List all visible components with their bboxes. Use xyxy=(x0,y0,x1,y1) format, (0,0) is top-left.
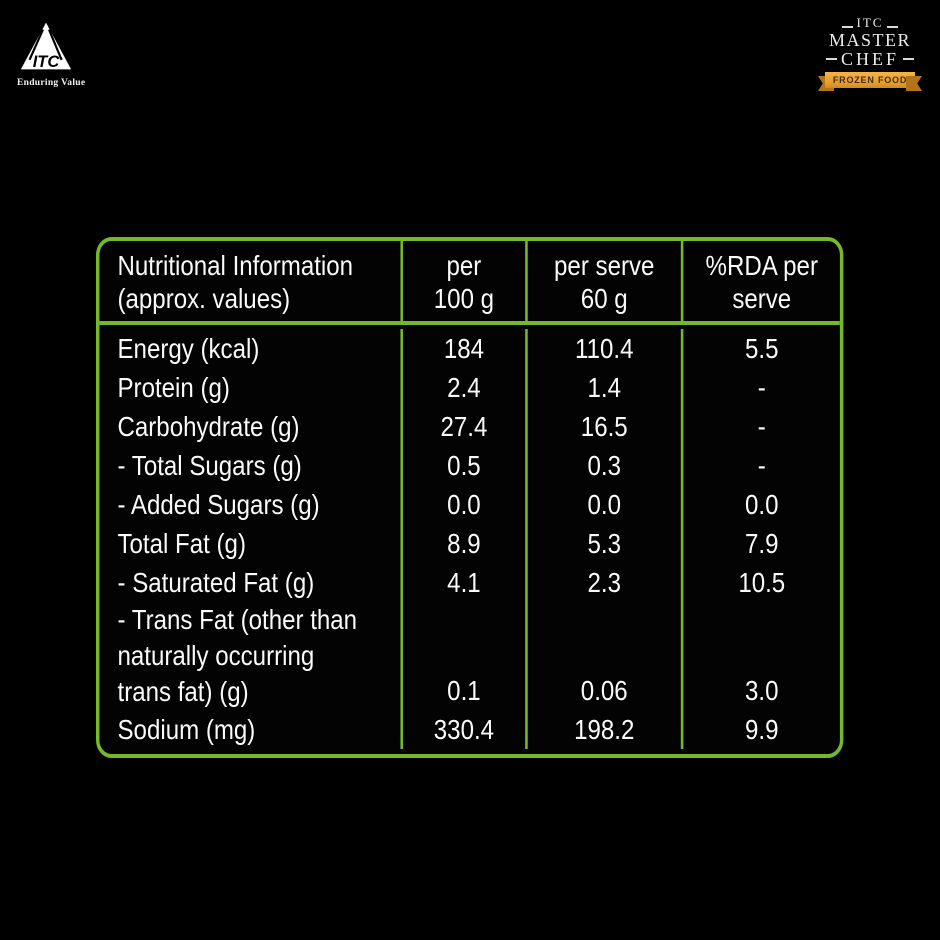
per-100g-value: 8.9 xyxy=(403,524,528,563)
frozen-food-banner: FROZEN FOOD xyxy=(818,72,922,92)
nutrient-label: Carbohydrate (g) xyxy=(99,407,404,446)
nutrient-label: Energy (kcal) xyxy=(99,329,404,368)
table-row: Sodium (mg) 330.4 198.2 9.9 xyxy=(99,710,839,749)
frozen-food-text: FROZEN FOOD xyxy=(825,72,915,88)
table-row: - Added Sugars (g) 0.0 0.0 0.0 xyxy=(99,485,839,524)
per-serve-value: 1.4 xyxy=(527,368,684,407)
rda-per-serve-value: 7.9 xyxy=(745,528,779,559)
table-row: Protein (g) 2.4 1.4 - xyxy=(99,368,839,407)
table-header: Nutritional Information (approx. values)… xyxy=(99,241,840,325)
rda-per-serve-value: - xyxy=(757,411,766,442)
itc-master-chef-logo: ITC MASTER CHEF FROZEN FOOD xyxy=(818,16,922,92)
table-row: - Trans Fat (other than naturally occurri… xyxy=(99,602,839,710)
table-row: Carbohydrate (g) 27.4 16.5 - xyxy=(99,407,839,446)
table-row: Energy (kcal) 184 110.4 5.5 xyxy=(99,329,839,368)
left-rule xyxy=(841,26,853,28)
header-nutrient-column: Nutritional Information (approx. values) xyxy=(99,241,404,321)
left-rule xyxy=(825,58,837,60)
ribbon-tail-right-icon xyxy=(906,76,922,91)
table-row: - Saturated Fat (g) 4.1 2.3 10.5 xyxy=(99,563,839,602)
per-serve-value: 0.0 xyxy=(527,485,684,524)
right-rule xyxy=(887,26,899,28)
nutrient-label: - Total Sugars (g) xyxy=(99,446,404,485)
rda-per-serve-value: 9.9 xyxy=(745,714,779,745)
right-rule xyxy=(903,58,914,60)
nutrient-label: Protein (g) xyxy=(99,368,404,407)
master-chef-chef-line: CHEF xyxy=(818,50,922,68)
nutrient-label: - Added Sugars (g) xyxy=(99,485,404,524)
rda-per-serve-value: 10.5 xyxy=(738,567,786,598)
per-100g-value: 0.0 xyxy=(403,485,528,524)
itc-triangle-icon: ITC xyxy=(20,22,72,71)
per-100g-value: 4.1 xyxy=(403,563,528,602)
per-serve-value: 2.3 xyxy=(527,563,684,602)
per-serve-value: 0.3 xyxy=(527,446,684,485)
per-100g-value: 2.4 xyxy=(403,368,528,407)
per-100g-value: 0.5 xyxy=(403,446,528,485)
per-serve-value: 0.06 xyxy=(527,602,684,710)
itc-logo: ITC Enduring Value xyxy=(17,21,86,88)
rda-per-serve-value: 5.5 xyxy=(745,333,779,364)
table-row: - Total Sugars (g) 0.5 0.3 - xyxy=(99,446,839,485)
svg-text:ITC: ITC xyxy=(33,53,61,71)
nutrition-table: Nutritional Information (approx. values)… xyxy=(96,237,844,758)
nutrient-label: Total Fat (g) xyxy=(99,524,404,563)
rda-per-serve-value: - xyxy=(757,450,766,481)
per-serve-value: 110.4 xyxy=(527,329,684,368)
nutrient-label: - Trans Fat (other than naturally occurri… xyxy=(99,602,404,710)
nutrition-table-body: Energy (kcal) 184 110.4 5.5 Protein (g) 2.4 1.… xyxy=(99,325,839,749)
per-100g-value: 0.1 xyxy=(403,602,528,710)
header-rda-column: %RDA per serve xyxy=(705,250,818,314)
master-chef-itc-text: ITC xyxy=(856,15,884,30)
itc-tagline: Enduring Value xyxy=(17,78,86,88)
master-chef-chef-text: CHEF xyxy=(840,49,899,69)
master-chef-master-text: MASTER xyxy=(828,30,911,50)
per-serve-value: 5.3 xyxy=(527,524,684,563)
master-chef-itc-line: ITC xyxy=(818,16,922,30)
table-row: Total Fat (g) 8.9 5.3 7.9 xyxy=(99,524,839,563)
nutrient-label: Sodium (mg) xyxy=(99,710,404,749)
per-100g-value: 27.4 xyxy=(403,407,528,446)
rda-per-serve-value: 3.0 xyxy=(745,675,779,706)
per-serve-value: 16.5 xyxy=(527,407,684,446)
header-per-serve-column: per serve 60 g xyxy=(527,241,684,321)
rda-per-serve-value: 0.0 xyxy=(745,489,779,520)
per-serve-value: 198.2 xyxy=(527,710,684,749)
per-100g-value: 184 xyxy=(403,329,528,368)
nutrient-label: - Saturated Fat (g) xyxy=(99,563,404,602)
header-per-100g-column: per 100 g xyxy=(403,241,528,321)
per-100g-value: 330.4 xyxy=(403,710,528,749)
rda-per-serve-value: - xyxy=(757,372,766,403)
